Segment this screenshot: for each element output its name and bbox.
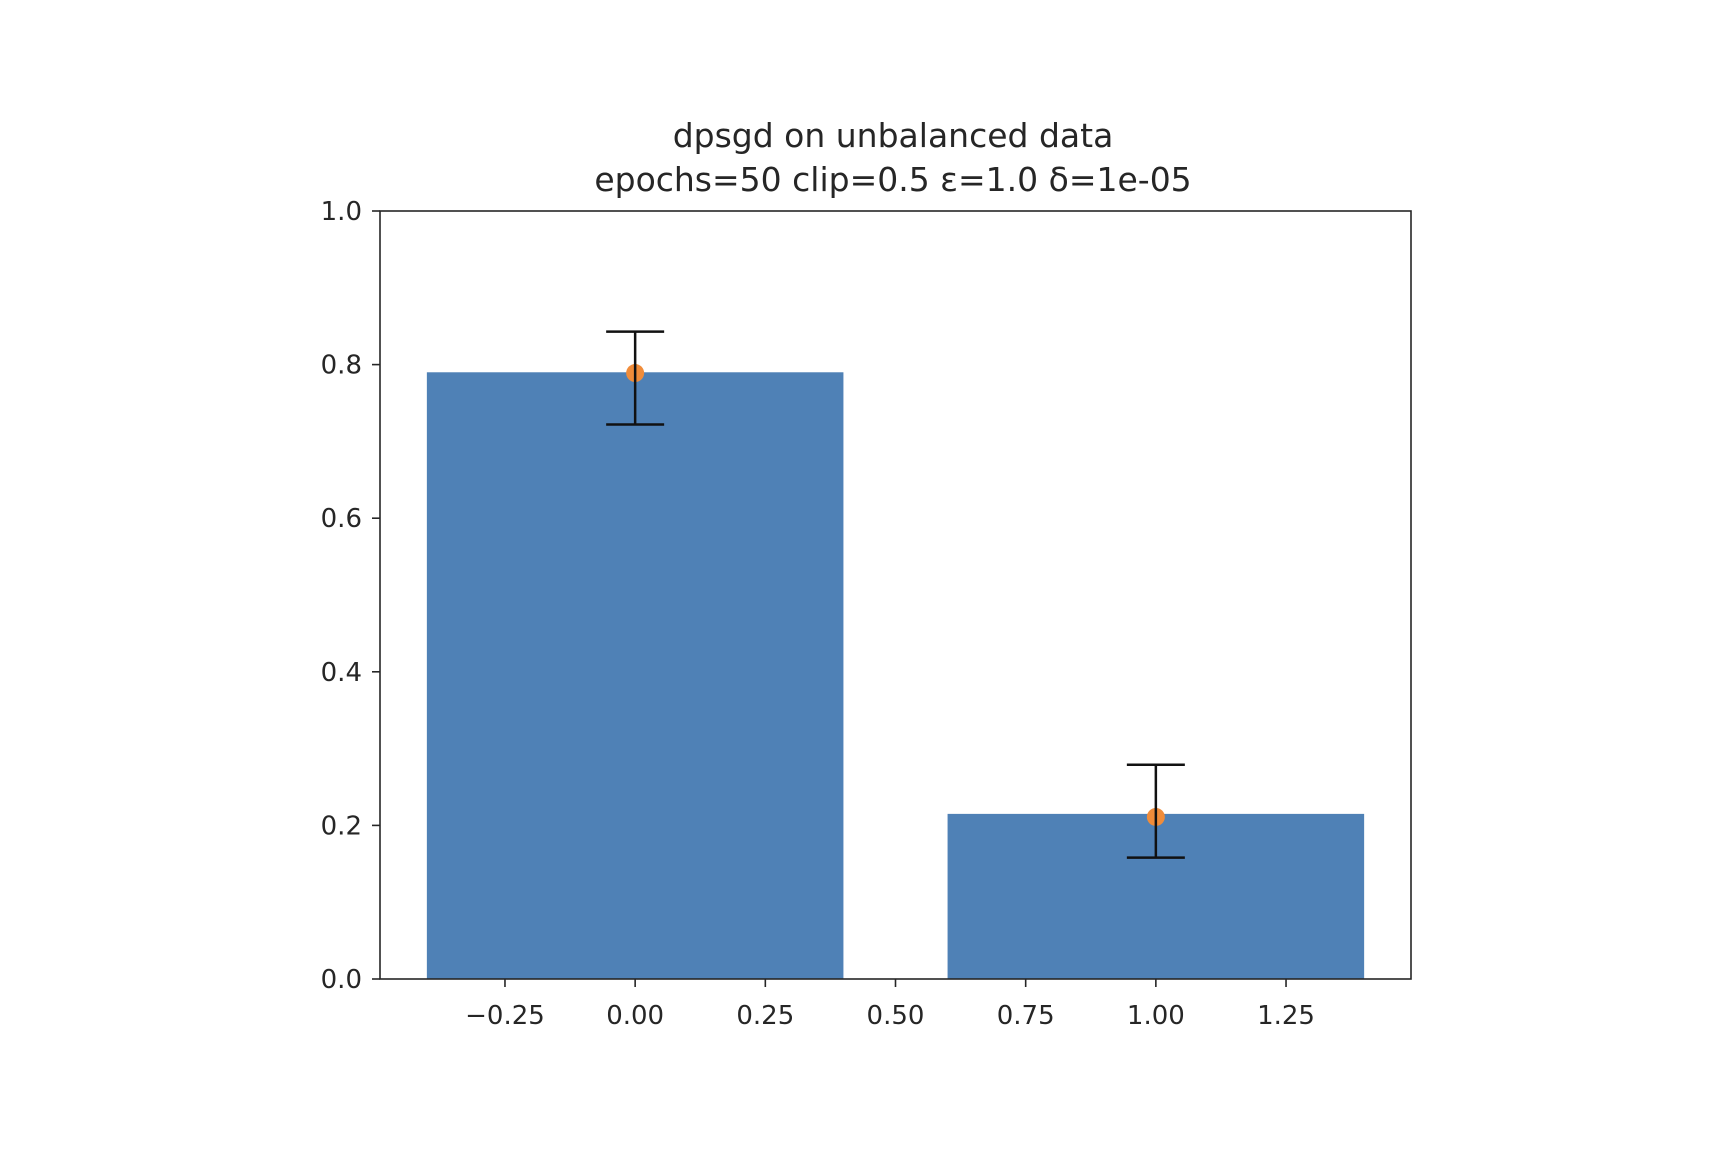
bar <box>426 372 844 979</box>
y-tick-label: 0.0 <box>321 965 362 995</box>
x-tick-label: −0.25 <box>465 1001 545 1031</box>
y-tick-label: 0.8 <box>321 351 362 381</box>
x-tick-label: 0.50 <box>867 1001 925 1031</box>
x-tick-label: 1.25 <box>1257 1001 1315 1031</box>
y-tick-label: 0.2 <box>321 811 362 841</box>
x-tick-label: 0.75 <box>997 1001 1055 1031</box>
plot-area: 0.0 0.2 0.4 0.6 0.8 1.0 −0.25 0.00 0.25 0.50 0.75 1… <box>321 197 1412 1031</box>
y-tick-label: 1.0 <box>321 197 362 227</box>
x-tick-label: 0.25 <box>736 1001 794 1031</box>
y-tick-label: 0.6 <box>321 504 362 534</box>
chart-title: dpsgd on unbalanced data <box>673 116 1114 155</box>
x-tick-label: 0.00 <box>606 1001 664 1031</box>
y-tick-label: 0.4 <box>321 658 362 688</box>
x-tick-label: 1.00 <box>1127 1001 1185 1031</box>
chart-subtitle: epochs=50 clip=0.5 ε=1.0 δ=1e-05 <box>594 160 1191 199</box>
